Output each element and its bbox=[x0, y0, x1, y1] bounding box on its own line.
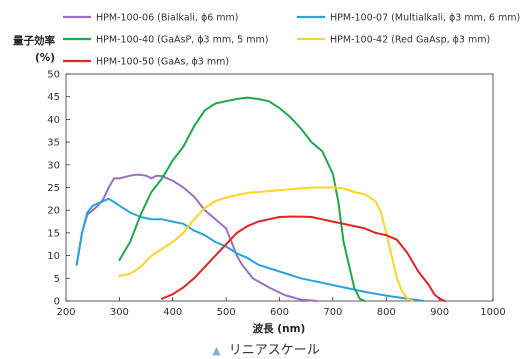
legend-label-hpm-100-50: HPM-100-50 (GaAs, ϕ3 mm) bbox=[96, 57, 229, 68]
y-tick-label: 40 bbox=[47, 115, 60, 126]
x-tick-label: 400 bbox=[163, 307, 182, 318]
caption: ▲ リニアスケール bbox=[212, 339, 320, 358]
y-tick-label: 0 bbox=[54, 297, 60, 308]
y-tick-label: 30 bbox=[47, 160, 60, 171]
x-tick-label: 800 bbox=[377, 307, 396, 318]
x-axis: 200 300 400 500 600 700 800 900 1000 bbox=[56, 297, 506, 318]
x-tick-label: 700 bbox=[323, 307, 342, 318]
x-axis-title: 波長 (nm) bbox=[253, 322, 306, 335]
y-tick-label: 10 bbox=[47, 251, 60, 262]
legend-item-hpm-100-06: HPM-100-06 (Bialkali, ϕ6 mm) bbox=[63, 13, 239, 24]
legend-label-hpm-100-42: HPM-100-42 (Red GaAsp, ϕ3 mm) bbox=[330, 35, 490, 46]
legend-label-hpm-100-06: HPM-100-06 (Bialkali, ϕ6 mm) bbox=[96, 13, 239, 24]
series-line-hpm-100-06 bbox=[75, 173, 318, 302]
legend-item-hpm-100-40: HPM-100-40 (GaAsP, ϕ3 mm, 5 mm) bbox=[63, 35, 268, 46]
legend-item-hpm-100-07: HPM-100-07 (Multialkali, ϕ3 mm, 6 mm) bbox=[297, 13, 520, 24]
y-tick-label: 25 bbox=[47, 183, 60, 194]
legend-item-hpm-100-42: HPM-100-42 (Red GaAsp, ϕ3 mm) bbox=[297, 35, 490, 46]
legend: HPM-100-06 (Bialkali, ϕ6 mm) HPM-100-07 … bbox=[63, 13, 520, 68]
y-tick-label: 15 bbox=[47, 228, 60, 239]
legend-label-hpm-100-40: HPM-100-40 (GaAsP, ϕ3 mm, 5 mm) bbox=[96, 35, 268, 46]
x-tick-label: 300 bbox=[110, 307, 129, 318]
y-tick-label: 5 bbox=[54, 274, 60, 285]
y-tick-label: 20 bbox=[47, 206, 60, 217]
y-tick-label: 45 bbox=[47, 92, 60, 103]
series-line-hpm-100-40 bbox=[118, 96, 366, 302]
x-tick-label: 200 bbox=[56, 307, 75, 318]
y-axis-unit: (%) bbox=[35, 52, 55, 64]
legend-item-hpm-100-50: HPM-100-50 (GaAs, ϕ3 mm) bbox=[63, 57, 229, 68]
x-tick-label: 900 bbox=[430, 307, 449, 318]
series-line-hpm-100-07 bbox=[75, 197, 425, 302]
series-line-hpm-100-42 bbox=[118, 186, 414, 302]
x-tick-label: 600 bbox=[270, 307, 289, 318]
plot-series bbox=[75, 96, 446, 302]
series-line-hpm-100-50 bbox=[161, 215, 446, 302]
y-tick-label: 35 bbox=[47, 138, 60, 149]
y-axis: 0 5 10 15 20 25 30 35 40 45 50 bbox=[47, 70, 70, 308]
x-tick-label: 1000 bbox=[480, 307, 505, 318]
caption-text: リニアスケール bbox=[229, 343, 320, 358]
x-tick-label: 500 bbox=[217, 307, 236, 318]
y-axis-title: 量子効率 bbox=[13, 34, 55, 47]
caption-triangle-icon: ▲ bbox=[212, 344, 221, 357]
legend-label-hpm-100-07: HPM-100-07 (Multialkali, ϕ3 mm, 6 mm) bbox=[330, 13, 520, 24]
y-tick-label: 50 bbox=[47, 70, 60, 81]
